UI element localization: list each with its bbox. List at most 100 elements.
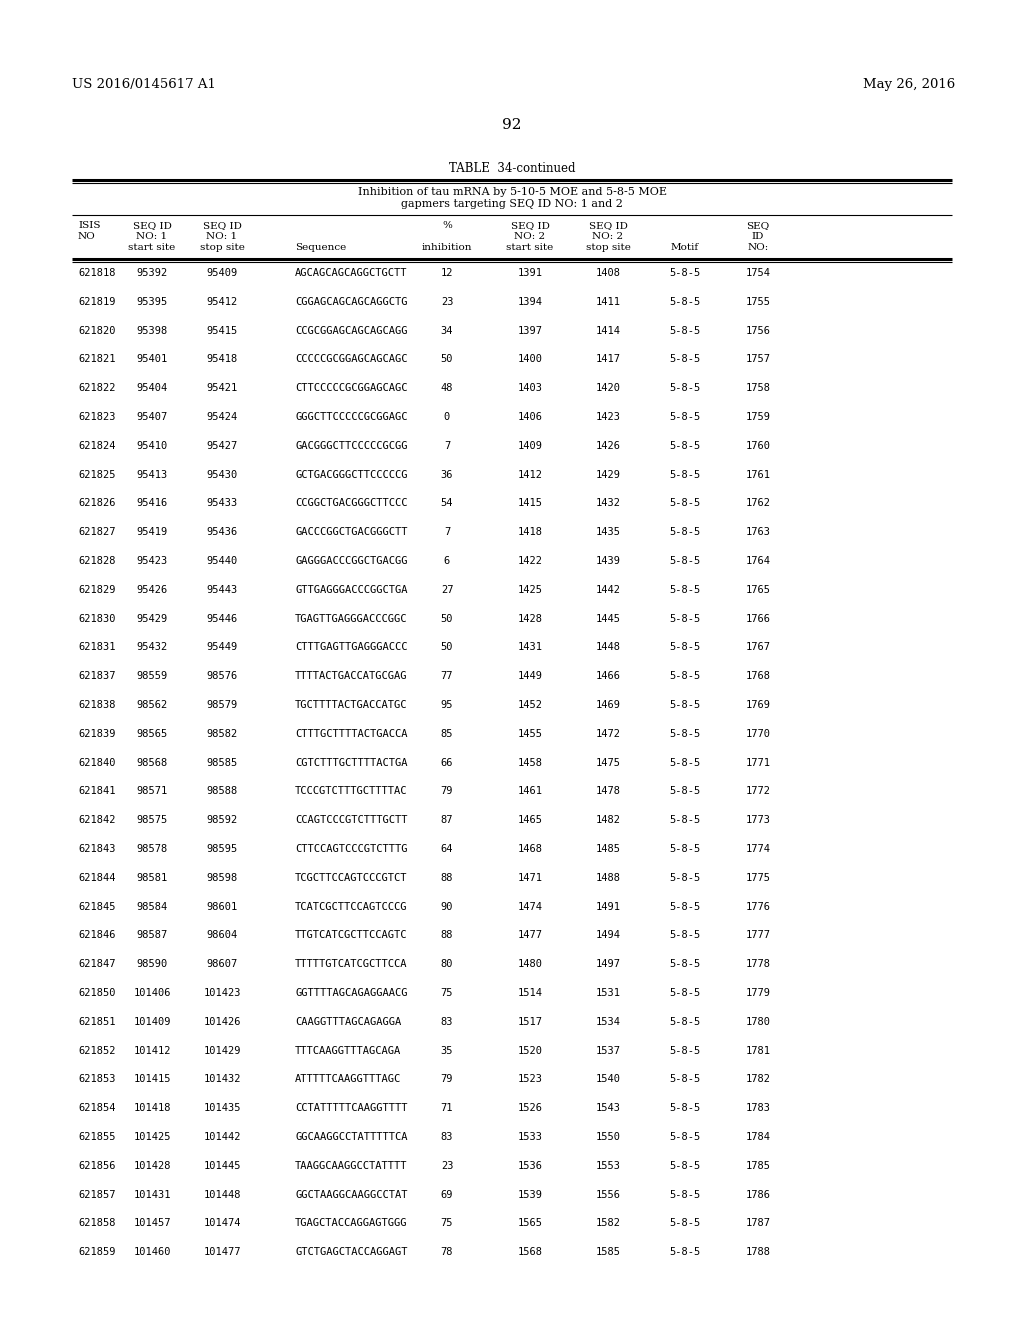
Text: 88: 88 [440, 931, 454, 940]
Text: stop site: stop site [586, 243, 631, 252]
Text: 1550: 1550 [596, 1133, 621, 1142]
Text: 5-8-5: 5-8-5 [670, 585, 700, 595]
Text: 95426: 95426 [136, 585, 168, 595]
Text: TGAGTTGAGGGACCCGGC: TGAGTTGAGGGACCCGGC [295, 614, 408, 623]
Text: 1762: 1762 [745, 499, 770, 508]
Text: GGCTAAGGCAAGGCCTAT: GGCTAAGGCAAGGCCTAT [295, 1189, 408, 1200]
Text: 98590: 98590 [136, 960, 168, 969]
Text: 1452: 1452 [517, 700, 543, 710]
Text: GAGGGACCCGGCTGACGG: GAGGGACCCGGCTGACGG [295, 556, 408, 566]
Text: NO: NO [78, 232, 96, 242]
Text: 50: 50 [440, 614, 454, 623]
Text: 1556: 1556 [596, 1189, 621, 1200]
Text: 5-8-5: 5-8-5 [670, 354, 700, 364]
Text: 90: 90 [440, 902, 454, 912]
Text: CCCCCGCGGAGCAGCAGC: CCCCCGCGGAGCAGCAGC [295, 354, 408, 364]
Text: 23: 23 [440, 1160, 454, 1171]
Text: CTTTGCTTTTACTGACCA: CTTTGCTTTTACTGACCA [295, 729, 408, 739]
Text: 1782: 1782 [745, 1074, 770, 1085]
Text: 1778: 1778 [745, 960, 770, 969]
Text: inhibition: inhibition [422, 243, 472, 252]
Text: 1439: 1439 [596, 556, 621, 566]
Text: 1422: 1422 [517, 556, 543, 566]
Text: CTTCCCCCGCGGAGCAGC: CTTCCCCCGCGGAGCAGC [295, 383, 408, 393]
Text: 5-8-5: 5-8-5 [670, 987, 700, 998]
Text: 1469: 1469 [596, 700, 621, 710]
Text: TTTCAAGGTTTAGCAGA: TTTCAAGGTTTAGCAGA [295, 1045, 401, 1056]
Text: 95407: 95407 [136, 412, 168, 422]
Text: 98571: 98571 [136, 787, 168, 796]
Text: 98576: 98576 [207, 671, 238, 681]
Text: 1471: 1471 [517, 873, 543, 883]
Text: 1465: 1465 [517, 816, 543, 825]
Text: GACGGGCTTCCCCCGCGG: GACGGGCTTCCCCCGCGG [295, 441, 408, 451]
Text: 95398: 95398 [136, 326, 168, 335]
Text: 95415: 95415 [207, 326, 238, 335]
Text: 98582: 98582 [207, 729, 238, 739]
Text: 12: 12 [440, 268, 454, 279]
Text: SEQ ID: SEQ ID [589, 220, 628, 230]
Text: 98568: 98568 [136, 758, 168, 768]
Text: CGGAGCAGCAGCAGGCTG: CGGAGCAGCAGCAGGCTG [295, 297, 408, 306]
Text: 1537: 1537 [596, 1045, 621, 1056]
Text: 1417: 1417 [596, 354, 621, 364]
Text: 1770: 1770 [745, 729, 770, 739]
Text: 621852: 621852 [78, 1045, 116, 1056]
Text: 1406: 1406 [517, 412, 543, 422]
Text: 95416: 95416 [136, 499, 168, 508]
Text: TCCCGTCTTTGCTTTTAC: TCCCGTCTTTGCTTTTAC [295, 787, 408, 796]
Text: 1491: 1491 [596, 902, 621, 912]
Text: 1568: 1568 [517, 1247, 543, 1257]
Text: 101477: 101477 [203, 1247, 241, 1257]
Text: 79: 79 [440, 787, 454, 796]
Text: 1478: 1478 [596, 787, 621, 796]
Text: SEQ: SEQ [746, 220, 770, 230]
Text: GTTGAGGGACCCGGCTGA: GTTGAGGGACCCGGCTGA [295, 585, 408, 595]
Text: 95404: 95404 [136, 383, 168, 393]
Text: 1468: 1468 [517, 843, 543, 854]
Text: 1455: 1455 [517, 729, 543, 739]
Text: 101432: 101432 [203, 1074, 241, 1085]
Text: 5-8-5: 5-8-5 [670, 843, 700, 854]
Text: 5-8-5: 5-8-5 [670, 412, 700, 422]
Text: 621843: 621843 [78, 843, 116, 854]
Text: 621842: 621842 [78, 816, 116, 825]
Text: 621855: 621855 [78, 1133, 116, 1142]
Text: 50: 50 [440, 354, 454, 364]
Text: GGGCTTCCCCCGCGGAGC: GGGCTTCCCCCGCGGAGC [295, 412, 408, 422]
Text: 1769: 1769 [745, 700, 770, 710]
Text: 95423: 95423 [136, 556, 168, 566]
Text: 98575: 98575 [136, 816, 168, 825]
Text: 1761: 1761 [745, 470, 770, 479]
Text: 35: 35 [440, 1045, 454, 1056]
Text: 101425: 101425 [133, 1133, 171, 1142]
Text: 1754: 1754 [745, 268, 770, 279]
Text: 1449: 1449 [517, 671, 543, 681]
Text: 5-8-5: 5-8-5 [670, 441, 700, 451]
Text: TCATCGCTTCCAGTCCCG: TCATCGCTTCCAGTCCCG [295, 902, 408, 912]
Text: 621830: 621830 [78, 614, 116, 623]
Text: 5-8-5: 5-8-5 [670, 470, 700, 479]
Text: 98585: 98585 [207, 758, 238, 768]
Text: 5-8-5: 5-8-5 [670, 1074, 700, 1085]
Text: 101435: 101435 [203, 1104, 241, 1113]
Text: 621851: 621851 [78, 1016, 116, 1027]
Text: 1585: 1585 [596, 1247, 621, 1257]
Text: 95427: 95427 [207, 441, 238, 451]
Text: 1783: 1783 [745, 1104, 770, 1113]
Text: 1431: 1431 [517, 643, 543, 652]
Text: 101474: 101474 [203, 1218, 241, 1229]
Text: NO: 1: NO: 1 [136, 232, 168, 242]
Text: 98562: 98562 [136, 700, 168, 710]
Text: 95392: 95392 [136, 268, 168, 279]
Text: 5-8-5: 5-8-5 [670, 1045, 700, 1056]
Text: 1420: 1420 [596, 383, 621, 393]
Text: 101448: 101448 [203, 1189, 241, 1200]
Text: 98584: 98584 [136, 902, 168, 912]
Text: 75: 75 [440, 1218, 454, 1229]
Text: 621850: 621850 [78, 987, 116, 998]
Text: 1391: 1391 [517, 268, 543, 279]
Text: 1759: 1759 [745, 412, 770, 422]
Text: 5-8-5: 5-8-5 [670, 1189, 700, 1200]
Text: TABLE  34-continued: TABLE 34-continued [449, 162, 575, 176]
